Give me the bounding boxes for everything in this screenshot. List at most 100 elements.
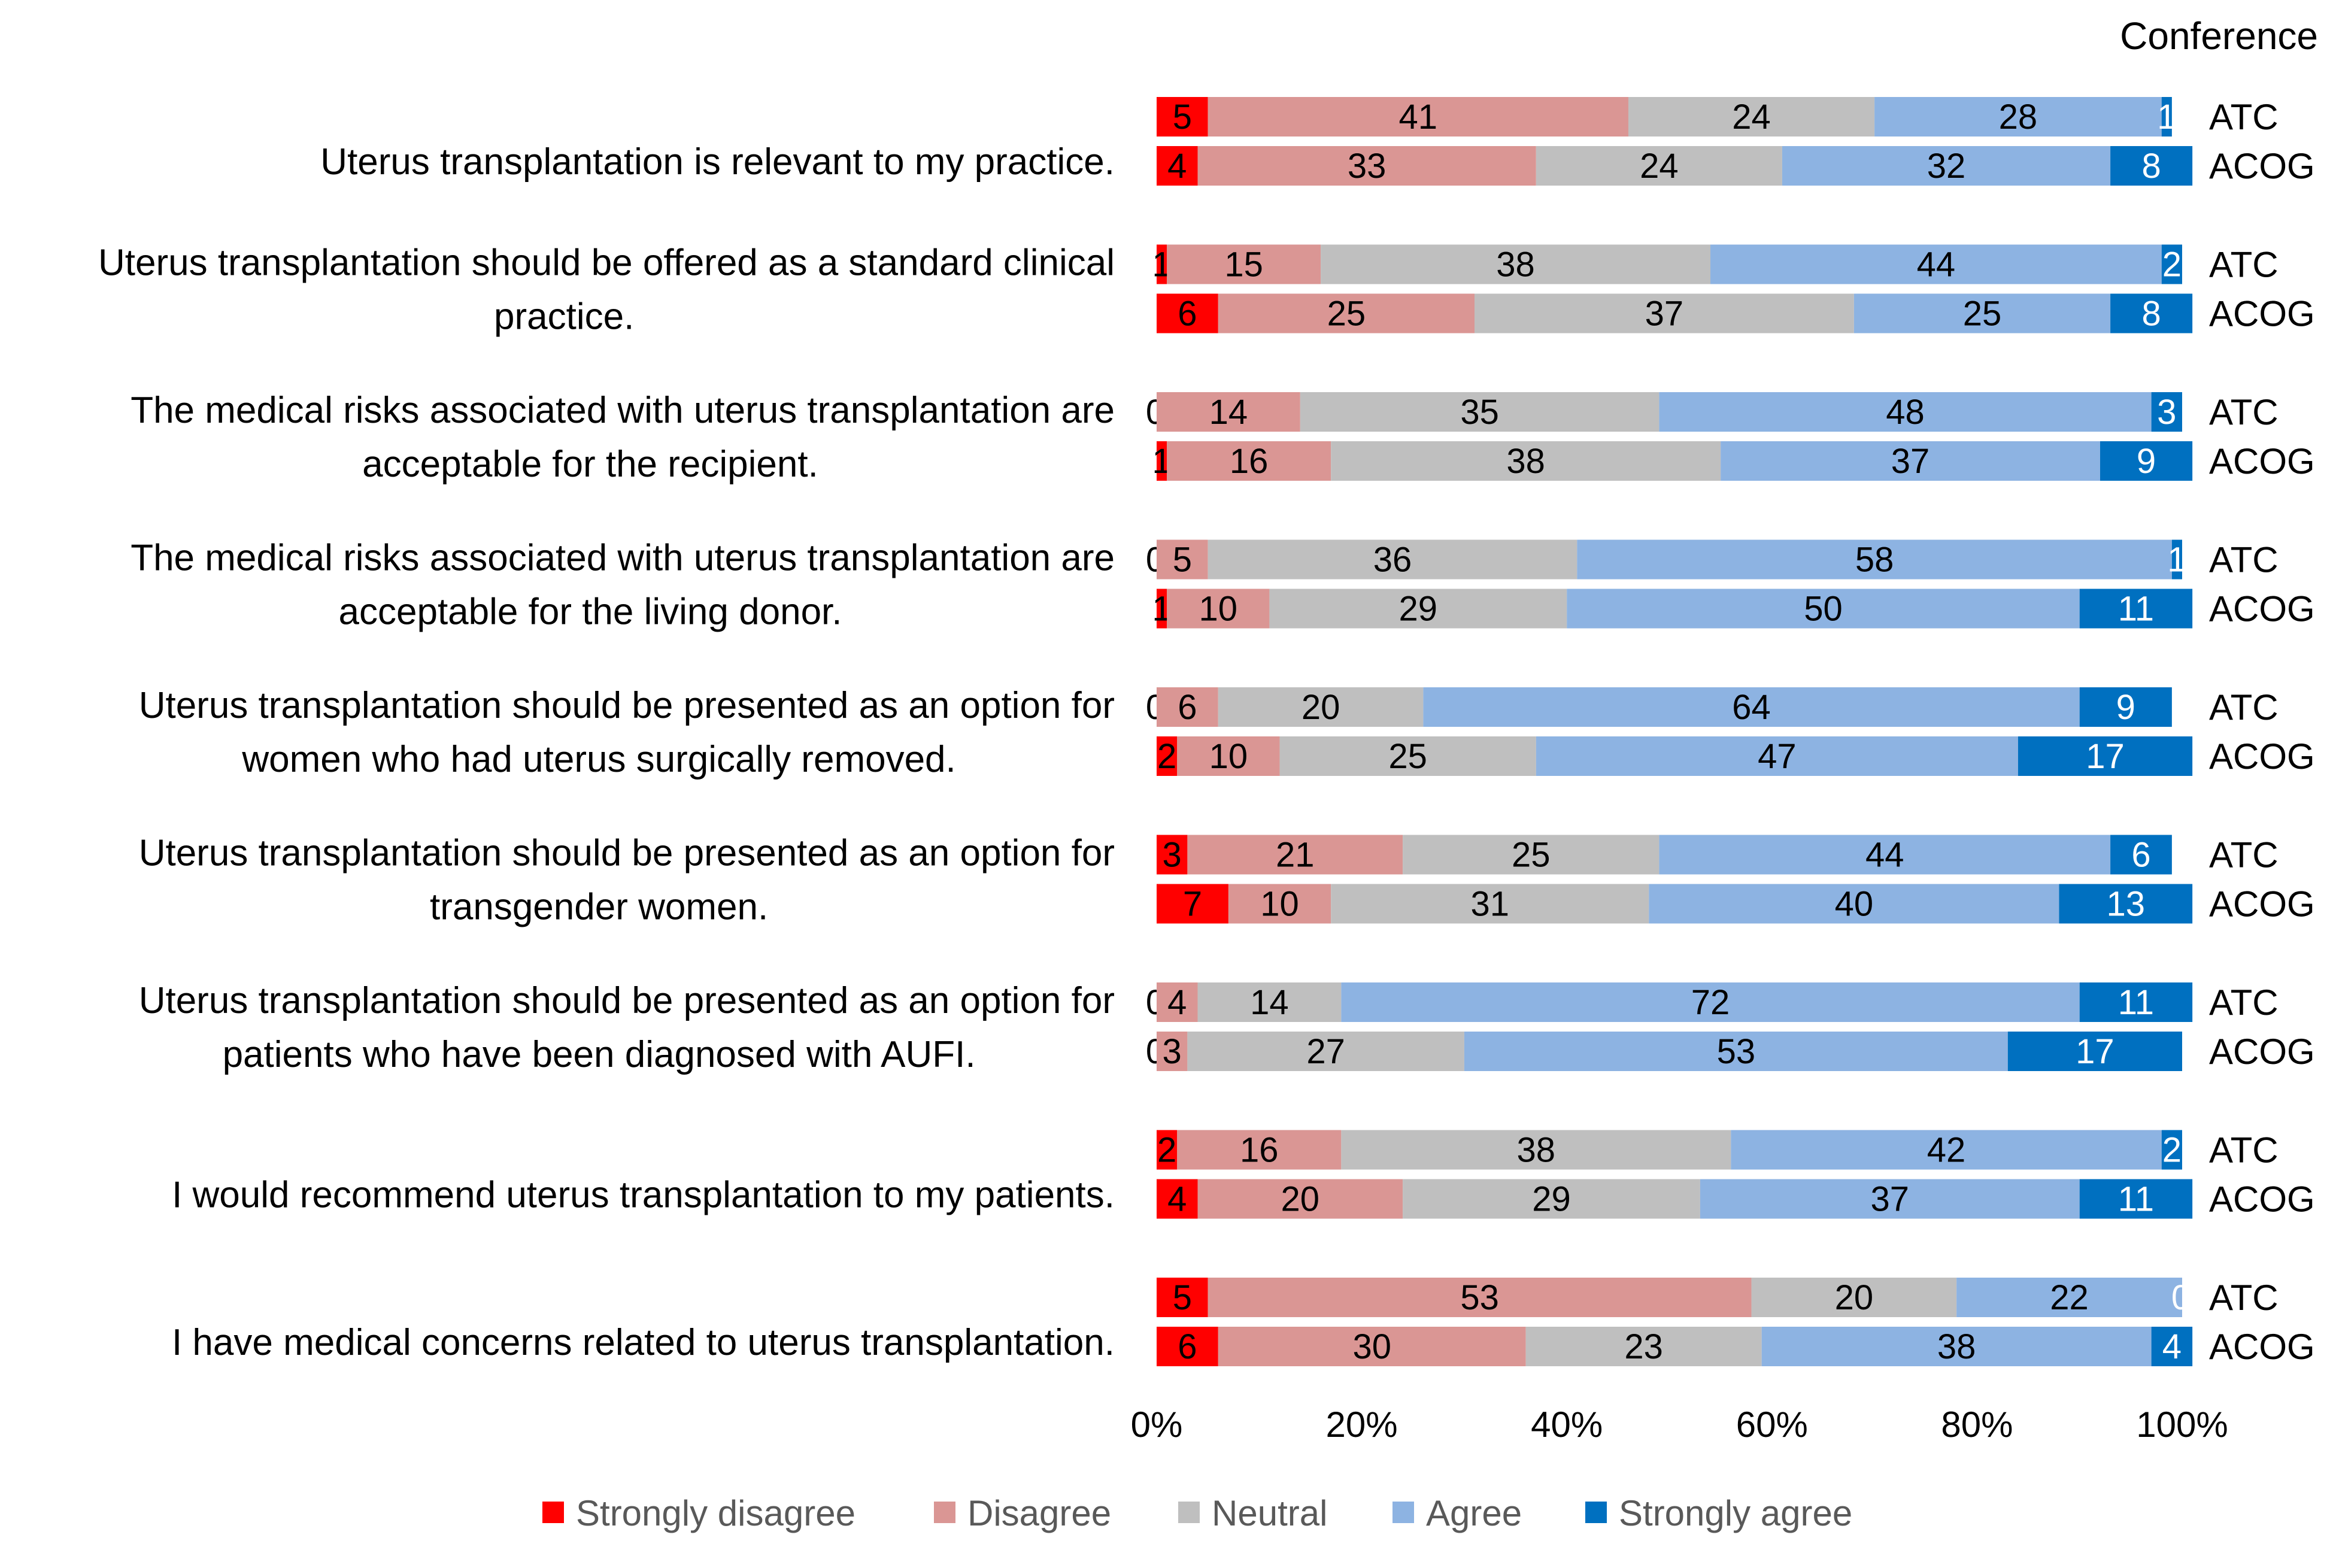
data-label: 4 [1167,147,1187,186]
data-label: 44 [1917,245,1956,284]
data-label: 11 [2118,1180,2154,1219]
question-label: transgender women. [430,887,768,928]
bar-segment [1157,441,1167,481]
data-label: 10 [1209,737,1248,776]
bar-segment [1853,293,2111,333]
data-label: 11 [2118,983,2154,1022]
data-label: 2 [2162,1131,2182,1170]
conference-label: ATC [2209,1130,2279,1170]
bar-segment [1218,687,1424,727]
conference-label: ATC [2209,835,2279,875]
bar-segment [1321,244,1711,284]
data-label: 53 [1460,1278,1499,1317]
bar-segment [2018,736,2193,776]
bar-segment [1403,835,1660,875]
data-label: 25 [1327,295,1366,333]
bar-segment [2171,539,2182,580]
data-label: 72 [1691,983,1730,1022]
bar-segment [1218,293,1475,333]
bar-segment [1157,539,1208,580]
data-label: 2 [1157,737,1176,776]
data-label: 38 [1496,245,1535,284]
x-tick-label: 60% [1736,1405,1808,1445]
bar-segment [2100,441,2193,481]
bar-segment [1751,1278,1957,1317]
data-label: 6 [2131,836,2150,875]
data-label: 37 [1891,442,1930,481]
bar-segment [1331,441,1721,481]
data-label: 2 [2162,245,2182,284]
legend-swatch [1178,1502,1200,1523]
data-label: 35 [1460,393,1499,432]
data-label: 37 [1871,1180,1910,1219]
data-label: 6 [1178,295,1197,333]
bar-segment [1157,1278,1208,1317]
bar-segment [2059,884,2193,924]
bar-segment [1403,1179,1700,1219]
data-label: 5 [1173,541,1192,580]
data-label: 47 [1758,737,1797,776]
x-tick-label: 20% [1326,1405,1398,1445]
question-label: Uterus transplantation should be present… [139,980,1115,1021]
x-tick-label: 80% [1941,1405,2013,1445]
data-label: 25 [1963,295,2002,333]
data-label: 48 [1886,393,1925,432]
data-label: 10 [1260,885,1299,924]
conference-label: ATC [2209,97,2279,137]
legend-label: Neutral [1212,1493,1327,1533]
conference-label: ATC [2209,540,2279,580]
legend-swatch [542,1502,564,1523]
bar-segment [1197,146,1536,186]
data-label: 16 [1230,442,1269,481]
legend-label: Agree [1426,1493,1522,1533]
data-label: 31 [1470,885,1509,924]
bar-segment [1659,835,2111,875]
question-label: practice. [494,296,634,338]
bar-segment [1187,1032,1464,1071]
bar-segment [1525,1327,1762,1366]
bar-segment [1782,146,2111,186]
bar-segment [1464,1032,2008,1071]
data-label: 4 [2162,1327,2182,1366]
question-label: patients who have been diagnosed with AU… [223,1034,976,1075]
bar-segment [1197,982,1342,1022]
bar-segment [2161,97,2172,137]
data-label: 38 [1506,442,1545,481]
data-label: 25 [1512,836,1551,875]
bar-segment [1157,982,1198,1022]
bar-segment [2079,589,2193,629]
data-label: 36 [1373,541,1412,580]
data-label: 50 [1804,590,1843,629]
conference-label: ACOG [2209,589,2315,629]
legend-swatch [934,1502,955,1523]
bar-segment [1567,589,2080,629]
bar-segment [1341,1130,1731,1170]
conference-label: ATC [2209,392,2279,432]
data-label: 9 [2116,688,2135,727]
bar-segment [1331,884,1649,924]
conference-header: Conference [2120,14,2318,57]
data-label: 2 [1157,1131,1176,1170]
question-label: acceptable for the recipient. [362,444,818,485]
legend-swatch [1585,1502,1607,1523]
conference-label: ATC [2209,982,2279,1023]
bar-segment [1721,441,2100,481]
question-label: I have medical concerns related to uteru… [172,1322,1115,1363]
data-label: 20 [1301,688,1340,727]
conference-label: ACOG [2209,1327,2315,1367]
bar-segment [2079,982,2193,1022]
bar-segment [1167,441,1331,481]
data-label: 16 [1240,1131,1279,1170]
bar-segment [2151,1327,2193,1366]
bar-segment [1157,1327,1218,1366]
data-label: 14 [1209,393,1248,432]
bar-segment [1731,1130,2162,1170]
data-label: 8 [2141,147,2161,186]
bar-segment [1659,392,2152,432]
data-label: 38 [1937,1327,1976,1366]
bar-segment [1228,884,1331,924]
data-label: 58 [1855,541,1894,580]
question-label: Uterus transplantation should be present… [139,833,1115,874]
bar-segment [1167,244,1321,284]
legend-swatch [1392,1502,1414,1523]
